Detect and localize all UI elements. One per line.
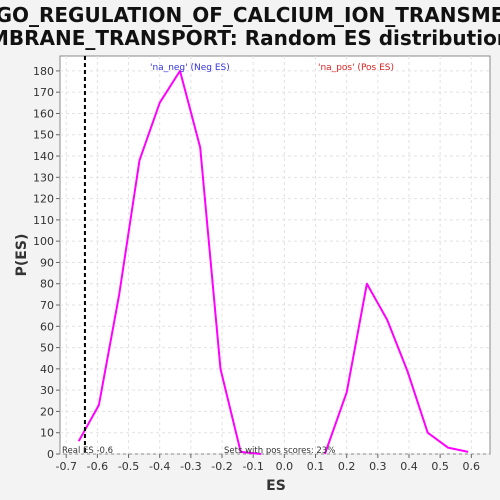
y-tick-label: 20 (40, 405, 54, 418)
y-tick-label: 150 (33, 129, 54, 142)
y-tick-label: 70 (40, 299, 54, 312)
y-tick-label: 0 (47, 448, 54, 461)
y-tick-label: 130 (33, 171, 54, 184)
y-tick-label: 120 (33, 193, 54, 206)
y-tick-label: 160 (33, 107, 54, 120)
x-tick-label: 0.1 (307, 460, 325, 473)
x-tick-label: -0.6 (87, 460, 108, 473)
y-tick-label: 180 (33, 65, 54, 78)
y-tick-label: 10 (40, 427, 54, 440)
series-lines (77, 69, 469, 455)
x-axis-label: ES (266, 478, 286, 494)
real-es-label: Real ES -0.6 (62, 446, 113, 456)
y-tick-label: 140 (33, 150, 54, 163)
legend-pos-es: 'na_pos' (Pos ES) (318, 63, 394, 73)
x-tick-label: -0.3 (180, 460, 201, 473)
y-tick-label: 30 (40, 384, 54, 397)
y-tick-label: 80 (40, 278, 54, 291)
y-tick-label: 90 (40, 256, 54, 269)
series-line-na-pos (323, 282, 469, 455)
y-tick-label: 60 (40, 320, 54, 333)
y-axis-ticks: 0 10 20 30 40 50 60 70 80 90 100 110 120 130 140 150 160… (33, 65, 60, 461)
sets-pos-scores-label: Sets with pos scores: 23% (224, 446, 335, 456)
chart-title-line-1: GO_REGULATION_OF_CALCIUM_ION_TRANSME (0, 3, 500, 27)
y-tick-label: 170 (33, 86, 54, 99)
y-tick-label: 110 (33, 214, 54, 227)
y-axis-label: P(ES) (14, 234, 30, 277)
x-tick-label: -0.2 (211, 460, 232, 473)
y-tick-label: 50 (40, 342, 54, 355)
y-tick-label: 40 (40, 363, 54, 376)
chart-title-line-2: MBRANE_TRANSPORT: Random ES distribution (0, 26, 500, 50)
x-tick-label: -0.5 (118, 460, 139, 473)
x-tick-label: 0.3 (369, 460, 387, 473)
x-tick-label: -0.4 (149, 460, 170, 473)
y-tick-label: 100 (33, 235, 54, 248)
x-tick-label: -0.7 (55, 460, 76, 473)
x-tick-label: 0.6 (463, 460, 481, 473)
legend-neg-es: 'na_neg' (Neg ES) (150, 63, 230, 73)
x-tick-label: 0.4 (400, 460, 418, 473)
x-tick-label: 0.0 (276, 460, 294, 473)
x-tick-label: -0.1 (242, 460, 263, 473)
plot-area (59, 55, 491, 455)
x-tick-label: 0.5 (431, 460, 449, 473)
x-axis-ticks: -0.7 -0.6 -0.5 -0.4 -0.3 -0.2 -0.1 0.0 0.1 0.2 0.3… (55, 454, 480, 473)
grid (60, 56, 490, 455)
series-line-na-neg (77, 69, 262, 455)
x-tick-label: 0.2 (338, 460, 356, 473)
